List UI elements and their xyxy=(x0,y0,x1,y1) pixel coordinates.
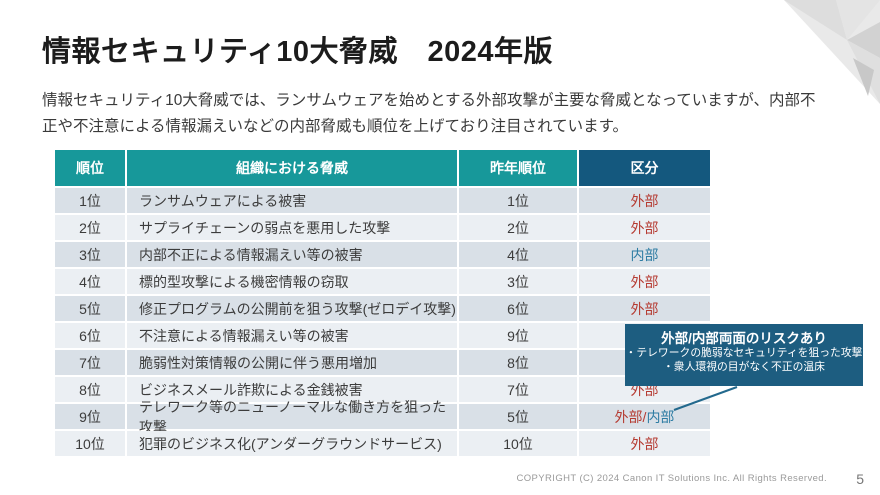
callout-bullet-2: ・衆人環視の目がなく不正の温床 xyxy=(663,360,825,373)
table-row: 1位 ランサムウェアによる被害 1位 外部 xyxy=(55,188,710,213)
table-header-row: 順位 組織における脅威 昨年順位 区分 xyxy=(55,150,710,186)
category-internal: 内部 xyxy=(630,246,659,263)
table-body: 1位 ランサムウェアによる被害 1位 外部 2位 サプライチェーンの弱点を悪用した攻撃 2位… xyxy=(55,188,710,456)
header-rank: 順位 xyxy=(55,150,125,186)
cell-rank: 8位 xyxy=(55,377,125,402)
category-external: 外部/ xyxy=(614,408,647,425)
category-external: 外部 xyxy=(630,300,659,317)
category-internal: 内部 xyxy=(646,408,675,425)
cell-rank: 5位 xyxy=(55,296,125,321)
table-row: 2位 サプライチェーンの弱点を悪用した攻撃 2位 外部 xyxy=(55,215,710,240)
page-number: 5 xyxy=(856,471,864,487)
cell-category: 外部 xyxy=(579,188,710,213)
header-threat: 組織における脅威 xyxy=(127,150,457,186)
cell-rank: 7位 xyxy=(55,350,125,375)
cell-last-year: 10位 xyxy=(459,431,577,456)
cell-last-year: 4位 xyxy=(459,242,577,267)
category-external: 外部 xyxy=(630,273,659,290)
callout-bullet-1: ・テレワークの脆弱なセキュリティを狙った攻撃 xyxy=(625,347,863,359)
cell-threat: 犯罪のビジネス化(アンダーグラウンドサービス) xyxy=(127,431,457,456)
cell-category: 外部 xyxy=(579,296,710,321)
cell-threat: 修正プログラムの公開前を狙う攻撃(ゼロデイ攻撃) xyxy=(127,296,457,321)
cell-threat: 不注意による情報漏えい等の被害 xyxy=(127,323,457,348)
cell-threat: 脆弱性対策情報の公開に伴う悪用増加 xyxy=(127,350,457,375)
intro-paragraph: 情報セキュリティ10大脅威では、ランサムウェアを始めとする外部攻撃が主要な脅威と… xyxy=(42,88,852,140)
risk-callout-box: 外部/内部両面のリスクあり ・テレワークの脆弱なセキュリティを狙った攻撃 ・衆人… xyxy=(625,324,863,386)
cell-rank: 9位 xyxy=(55,404,125,429)
cell-threat: 内部不正による情報漏えい等の被害 xyxy=(127,242,457,267)
header-category: 区分 xyxy=(579,150,710,186)
cell-last-year: 3位 xyxy=(459,269,577,294)
cell-last-year: 9位 xyxy=(459,323,577,348)
cell-rank: 6位 xyxy=(55,323,125,348)
cell-threat: ビジネスメール詐欺による金銭被害 xyxy=(127,377,457,402)
cell-last-year: 6位 xyxy=(459,296,577,321)
cell-last-year: 2位 xyxy=(459,215,577,240)
cell-threat: テレワーク等のニューノーマルな働き方を狙った攻撃 xyxy=(127,399,457,435)
table-row: 10位 犯罪のビジネス化(アンダーグラウンドサービス) 10位 外部 xyxy=(55,431,710,456)
category-external: 外部 xyxy=(630,192,659,209)
category-external: 外部 xyxy=(630,435,659,452)
table-row: 6位 不注意による情報漏えい等の被害 9位 xyxy=(55,323,710,348)
threat-ranking-table: 順位 組織における脅威 昨年順位 区分 1位 ランサムウェアによる被害 1位 外部 2位… xyxy=(55,150,710,456)
table-row: 9位 テレワーク等のニューノーマルな働き方を狙った攻撃 5位 外部/内部 xyxy=(55,399,710,435)
cell-category: 外部 xyxy=(579,269,710,294)
category-external: 外部 xyxy=(630,219,659,236)
page-title: 情報セキュリティ10大脅威 2024年版 xyxy=(42,36,554,68)
cell-threat: 標的型攻撃による機密情報の窃取 xyxy=(127,269,457,294)
cell-category: 内部 xyxy=(579,242,710,267)
cell-threat: サプライチェーンの弱点を悪用した攻撃 xyxy=(127,215,457,240)
corner-decoration xyxy=(784,0,880,104)
header-last-year: 昨年順位 xyxy=(459,150,577,186)
cell-category: 外部/内部 xyxy=(579,404,710,429)
cell-last-year: 1位 xyxy=(459,188,577,213)
copyright-text: COPYRIGHT (C) 2024 Canon IT Solutions In… xyxy=(516,473,827,484)
cell-category: 外部 xyxy=(579,431,710,456)
table-row: 7位 脆弱性対策情報の公開に伴う悪用増加 8位 xyxy=(55,350,710,375)
cell-threat: ランサムウェアによる被害 xyxy=(127,188,457,213)
cell-last-year: 8位 xyxy=(459,350,577,375)
cell-last-year: 7位 xyxy=(459,377,577,402)
cell-rank: 10位 xyxy=(55,431,125,456)
cell-rank: 3位 xyxy=(55,242,125,267)
cell-rank: 4位 xyxy=(55,269,125,294)
intro-line-2: 正や不注意による情報漏えいなどの内部脅威も順位を上げており注目されています。 xyxy=(42,118,629,135)
cell-rank: 1位 xyxy=(55,188,125,213)
cell-rank: 2位 xyxy=(55,215,125,240)
table-row: 5位 修正プログラムの公開前を狙う攻撃(ゼロデイ攻撃) 6位 外部 xyxy=(55,296,710,321)
callout-title: 外部/内部両面のリスクあり xyxy=(661,331,827,346)
table-row: 4位 標的型攻撃による機密情報の窃取 3位 外部 xyxy=(55,269,710,294)
cell-category: 外部 xyxy=(579,215,710,240)
table-row: 3位 内部不正による情報漏えい等の被害 4位 内部 xyxy=(55,242,710,267)
cell-last-year: 5位 xyxy=(459,404,577,429)
callout-pointer-line xyxy=(673,386,738,411)
intro-line-1: 情報セキュリティ10大脅威では、ランサムウェアを始めとする外部攻撃が主要な脅威と… xyxy=(42,92,816,109)
